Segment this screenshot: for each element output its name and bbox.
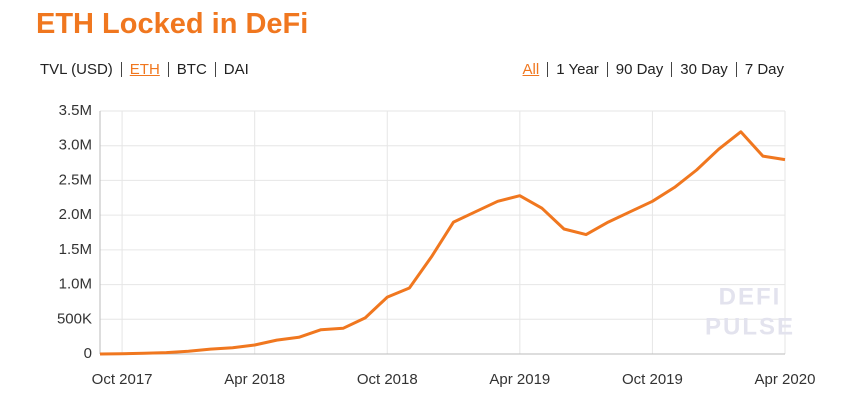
- range-tabs: All 1 Year 90 Day 30 Day 7 Day: [523, 62, 792, 77]
- tab[interactable]: 7 Day: [735, 62, 792, 77]
- data-line: [99, 130, 786, 356]
- y-tick-label: 3.5M: [59, 102, 92, 119]
- x-tick-label: Apr 2018: [224, 371, 285, 388]
- watermark: PULSE: [705, 313, 795, 340]
- tab[interactable]: 30 Day: [671, 62, 736, 77]
- x-tick-label: Oct 2018: [357, 371, 418, 388]
- tab[interactable]: 1 Year: [547, 62, 607, 77]
- x-tick-label: Apr 2019: [489, 371, 550, 388]
- y-tick-label: 1.0M: [59, 276, 92, 293]
- tab[interactable]: All: [522, 61, 540, 78]
- y-tick-label: 1.5M: [59, 241, 92, 258]
- tab[interactable]: ETH: [120, 62, 168, 77]
- tab[interactable]: DAI: [214, 62, 257, 77]
- chart-title: ETH Locked in DeFi: [36, 8, 309, 40]
- x-tick-label: Oct 2017: [92, 371, 153, 388]
- unit-tabs: TVL (USD) ETH BTC DAI: [40, 62, 257, 77]
- x-tick-label: Apr 2020: [755, 371, 816, 388]
- tab[interactable]: BTC: [167, 62, 215, 77]
- x-tick-label: Oct 2019: [622, 371, 683, 388]
- y-tick-label: 2.0M: [59, 206, 92, 223]
- y-tick-label: 500K: [57, 310, 92, 327]
- y-tick-label: 2.5M: [59, 171, 92, 188]
- tab[interactable]: TVL (USD): [40, 61, 113, 78]
- watermark: DEFI: [719, 283, 782, 310]
- tab[interactable]: 90 Day: [606, 62, 672, 77]
- y-tick-label: 3.0M: [59, 137, 92, 154]
- y-tick-label: 0: [84, 345, 92, 362]
